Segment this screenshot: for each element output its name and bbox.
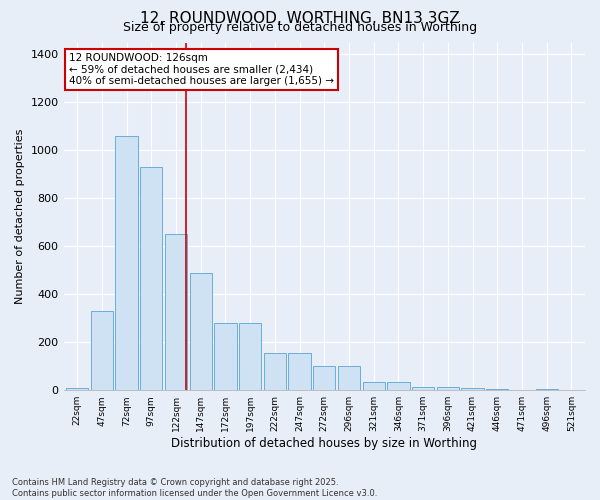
Bar	[486, 389, 508, 390]
Bar	[165, 234, 187, 390]
Text: Size of property relative to detached houses in Worthing: Size of property relative to detached ho…	[123, 21, 477, 34]
Bar	[140, 167, 163, 390]
Bar	[461, 388, 484, 390]
Bar	[289, 353, 311, 390]
Bar	[313, 366, 335, 390]
Bar	[338, 366, 360, 390]
Bar	[387, 382, 410, 390]
X-axis label: Distribution of detached houses by size in Worthing: Distribution of detached houses by size …	[171, 437, 477, 450]
Bar	[115, 136, 137, 390]
Bar	[362, 382, 385, 390]
Bar	[91, 311, 113, 390]
Bar	[66, 388, 88, 390]
Bar	[536, 389, 558, 390]
Bar	[239, 323, 261, 390]
Y-axis label: Number of detached properties: Number of detached properties	[15, 128, 25, 304]
Bar	[412, 386, 434, 390]
Text: 12 ROUNDWOOD: 126sqm
← 59% of detached houses are smaller (2,434)
40% of semi-de: 12 ROUNDWOOD: 126sqm ← 59% of detached h…	[69, 53, 334, 86]
Bar	[190, 272, 212, 390]
Bar	[214, 323, 236, 390]
Text: 12, ROUNDWOOD, WORTHING, BN13 3GZ: 12, ROUNDWOOD, WORTHING, BN13 3GZ	[140, 11, 460, 26]
Bar	[264, 353, 286, 390]
Text: Contains HM Land Registry data © Crown copyright and database right 2025.
Contai: Contains HM Land Registry data © Crown c…	[12, 478, 377, 498]
Bar	[437, 386, 459, 390]
